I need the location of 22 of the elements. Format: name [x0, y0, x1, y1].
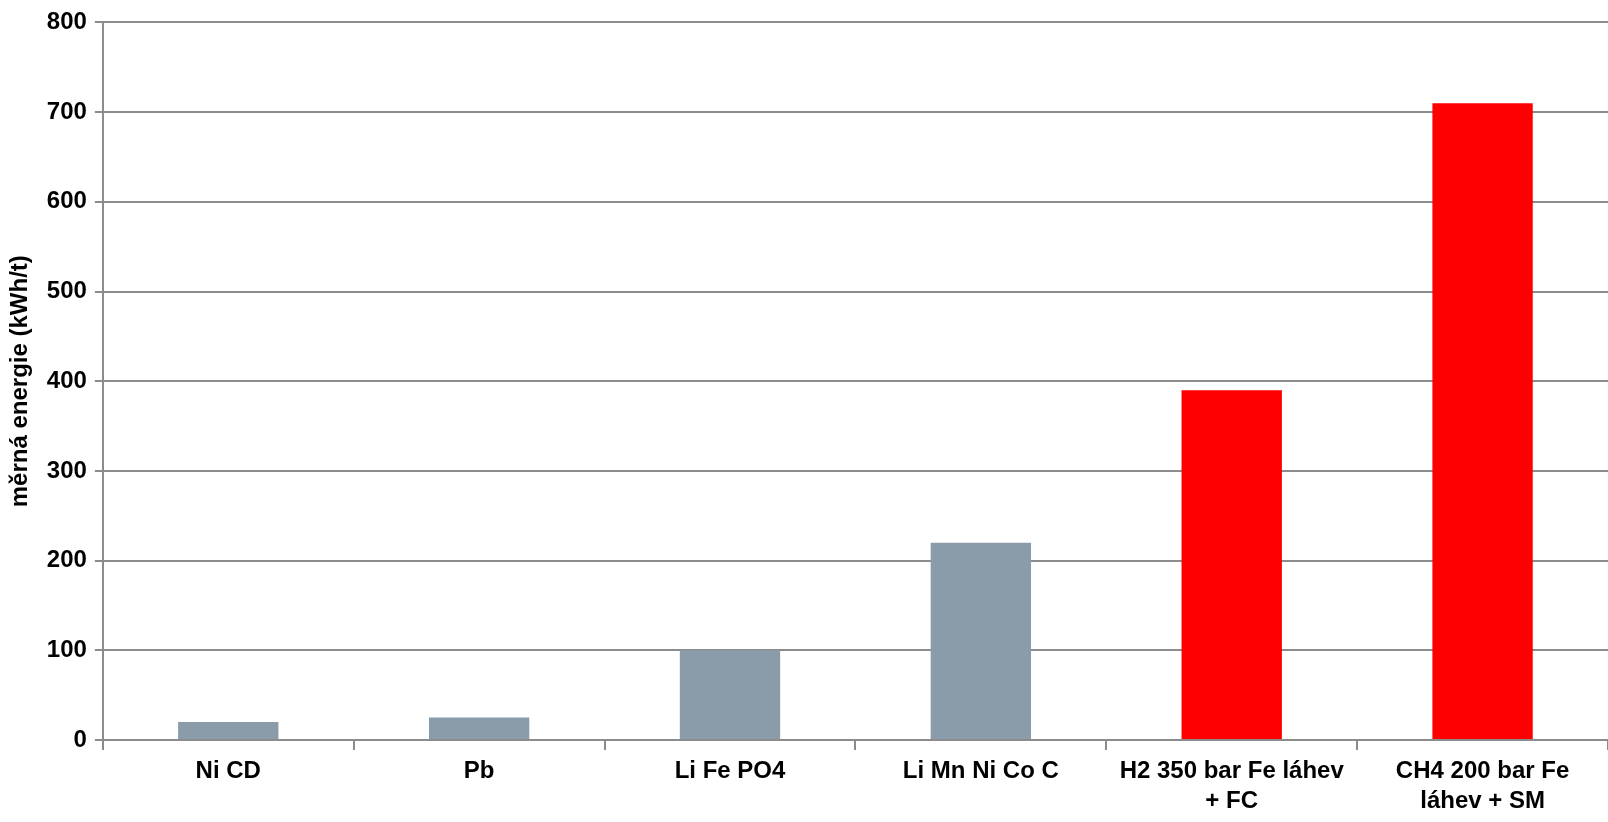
y-tick-label: 200: [46, 545, 87, 573]
y-tick-label: 800: [46, 7, 87, 35]
y-tick-label: 400: [46, 365, 87, 393]
bar: [1432, 103, 1533, 739]
x-tick-label: Pb: [463, 755, 495, 783]
x-tick-label: Li Fe PO4: [674, 755, 786, 783]
y-axis-title: měrná energie (kWh/t): [5, 255, 33, 508]
bar: [428, 717, 530, 739]
bar: [930, 542, 1032, 739]
y-tick-label: 100: [46, 634, 87, 662]
bar: [1181, 390, 1282, 739]
y-tick-label: 600: [46, 186, 87, 214]
y-tick-label: 500: [46, 276, 87, 304]
x-tick-label: H2 350 bar Fe láhev + FC: [1119, 755, 1345, 813]
bar: [178, 722, 279, 739]
y-tick-label: 300: [46, 455, 87, 483]
y-tick-label: 700: [46, 96, 87, 124]
x-tick-label: Li Mn Ni Co C: [902, 755, 1059, 783]
y-tick-label: 0: [73, 724, 87, 752]
x-tick-label: CH4 200 bar Fe láhev + SM: [1395, 755, 1570, 813]
bar: [679, 650, 781, 739]
x-tick-label: Ni CD: [195, 755, 261, 783]
